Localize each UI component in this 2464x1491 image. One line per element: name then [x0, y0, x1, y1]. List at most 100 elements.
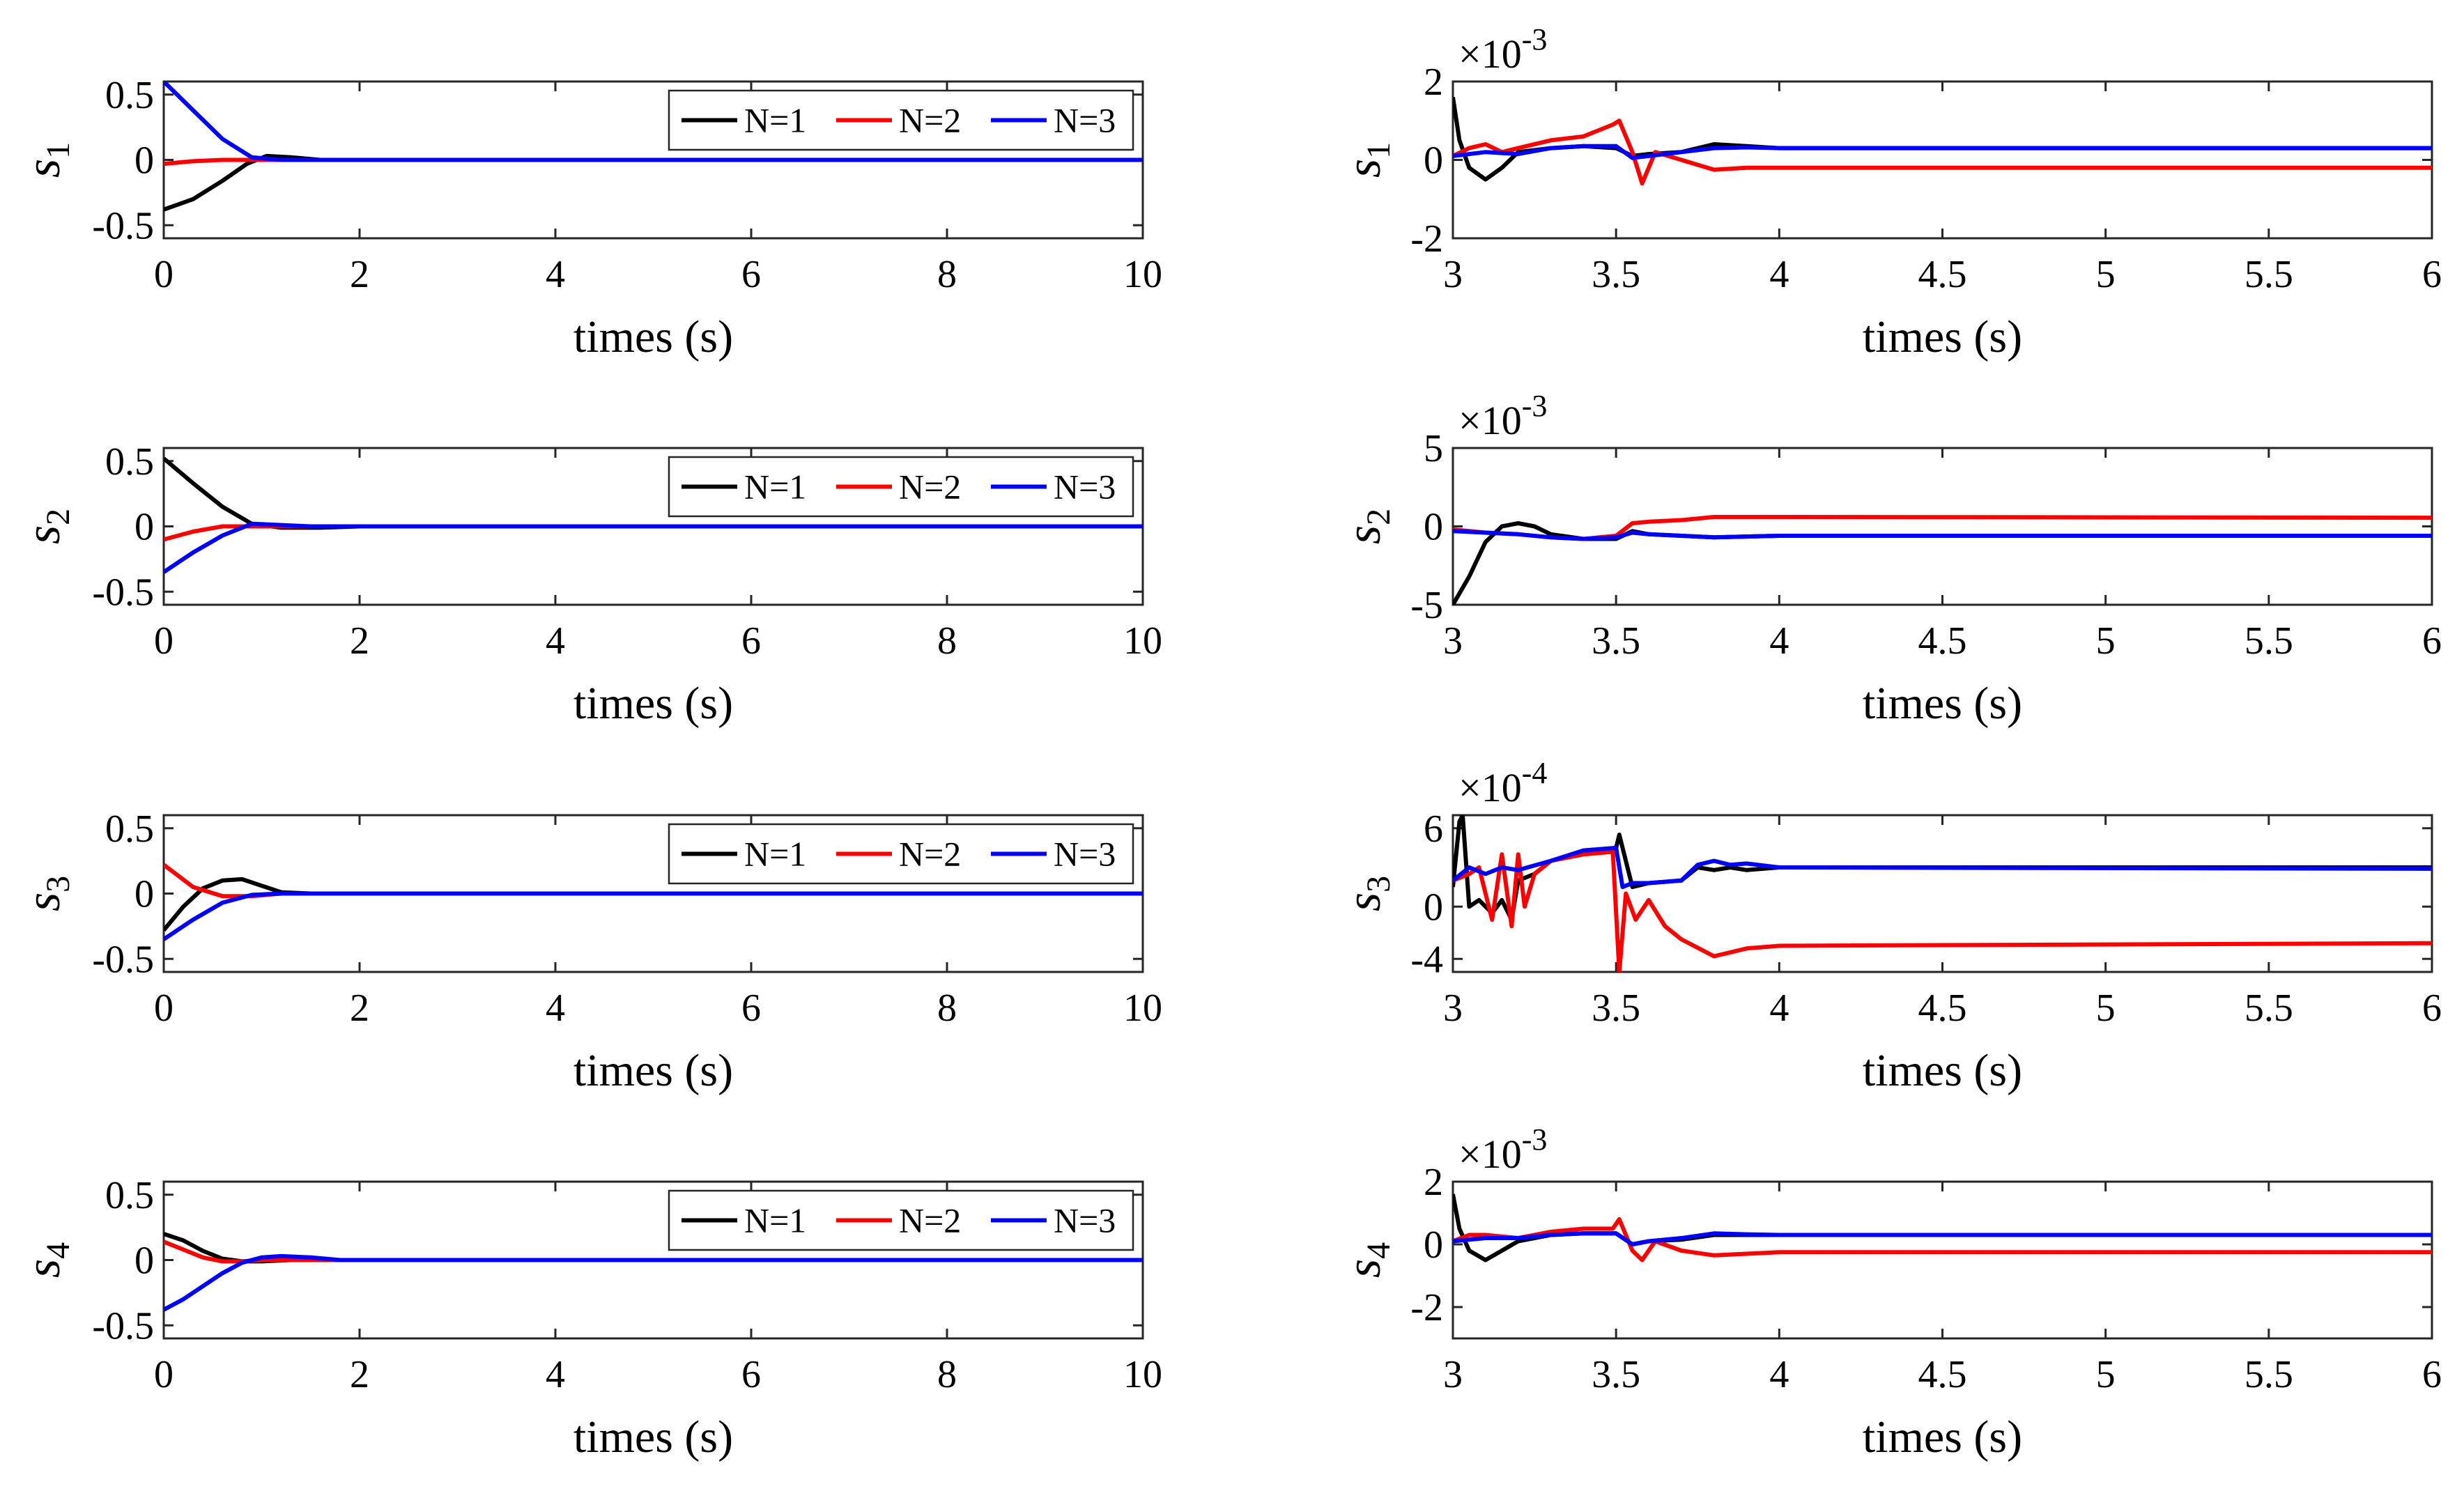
legend-box: [668, 1189, 1134, 1251]
x-tick-label: 8: [937, 987, 957, 1030]
x-tick-label: 6: [2422, 253, 2442, 296]
legend: N=1 N=2 N=3: [668, 823, 1134, 885]
y-tick-label: 2: [1424, 61, 1443, 104]
x-tick-label: 4: [546, 1353, 565, 1396]
y-tick-label: 0: [134, 506, 154, 549]
y-tick-label: -2: [1410, 1286, 1443, 1329]
legend: N=1 N=2 N=3: [668, 89, 1134, 151]
legend-box: [668, 89, 1134, 151]
x-tick-label: 10: [1123, 619, 1162, 663]
y-tick-label: 5: [1424, 427, 1443, 470]
x-axis-title: times (s): [1863, 1045, 2022, 1096]
axes-frame: [1452, 80, 2433, 240]
series-line-N=2: [1453, 849, 2432, 972]
series-group: [164, 82, 1143, 212]
series-group: [1453, 515, 2432, 605]
y-axis-label: s1: [17, 142, 77, 178]
series-line-N=3: [164, 521, 1143, 574]
y-tick-label: -4: [1410, 938, 1443, 981]
y-tick-label: 6: [1424, 808, 1443, 851]
x-tick-label: 4: [546, 987, 565, 1030]
x-tick-label: 4.5: [1918, 1353, 1967, 1396]
x-tick-label: 4.5: [1918, 253, 1967, 296]
legend-entry: N=2: [899, 835, 961, 874]
x-tick-label: 3: [1443, 987, 1463, 1030]
subplot-right-2: 3 3.5 4 4.5 5 5.5 6 -5 0 5 times (s) s2 ×10-3: [1337, 389, 2442, 729]
x-tick-label: 5.5: [2244, 619, 2293, 663]
x-tick-label: 10: [1123, 1353, 1162, 1396]
x-tick-label: 3: [1443, 253, 1463, 296]
y-tick-label: -5: [1410, 584, 1443, 627]
x-tick-label: 2: [350, 987, 369, 1030]
x-tick-label: 4: [546, 253, 565, 296]
series-line-N=3: [164, 82, 1143, 162]
legend-entry: N=3: [1054, 835, 1116, 874]
y-axis-label: s2: [17, 509, 77, 544]
x-tick-label: 5: [2096, 987, 2116, 1030]
x-tick-label: 6: [2422, 1353, 2442, 1396]
axes-frame: [1452, 1180, 2433, 1340]
exponent-label: ×10-4: [1458, 756, 1547, 810]
x-axis-title: times (s): [1863, 678, 2022, 729]
y-tick-label: 0.5: [105, 1174, 154, 1217]
x-tick-label: 2: [350, 253, 369, 296]
y-axis-label: s3: [1337, 876, 1397, 911]
y-tick-label: -0.5: [92, 571, 154, 614]
x-tick-label: 3.5: [1592, 253, 1640, 296]
x-axis-title: times (s): [1863, 311, 2022, 362]
y-tick-label: -0.5: [92, 204, 154, 247]
y-tick-label: 0: [134, 873, 154, 916]
x-tick-label: 0: [154, 253, 174, 296]
y-tick-label: 0.5: [105, 808, 154, 851]
series-group: [1453, 97, 2432, 186]
x-tick-label: 4: [1769, 253, 1789, 296]
y-tick-label: 0.5: [105, 440, 154, 484]
x-tick-label: 5.5: [2244, 1353, 2293, 1396]
x-tick-label: 3.5: [1592, 619, 1640, 663]
x-axis-title: times (s): [1863, 1412, 2022, 1462]
x-tick-label: 4: [1769, 1353, 1789, 1396]
exponent-label: ×10-3: [1458, 1122, 1547, 1177]
subplot-right-1: 3 3.5 4 4.5 5 5.5 6 -2 0 2 times (s) s1 ×10-3: [1337, 22, 2442, 362]
series-line-N=3: [164, 1253, 1143, 1312]
exponent-label: ×10-3: [1458, 389, 1547, 443]
series-line-N=3: [1453, 1231, 2432, 1246]
series-line-N=3: [164, 891, 1143, 941]
y-axis-label: s2: [1337, 509, 1397, 544]
legend-entry: N=1: [744, 101, 806, 140]
series-group: [164, 1232, 1143, 1312]
x-tick-label: 4: [1769, 619, 1789, 663]
exponent-label: ×10-3: [1458, 22, 1547, 77]
x-tick-label: 6: [2422, 619, 2442, 663]
y-tick-label: 0: [1424, 506, 1443, 549]
series-line-N=2: [1453, 118, 2432, 186]
x-tick-label: 3.5: [1592, 1353, 1640, 1396]
y-tick-label: 0: [134, 1239, 154, 1283]
series-line-N=3: [1453, 529, 2432, 541]
legend-entry: N=1: [744, 468, 806, 507]
x-axis-title: times (s): [573, 311, 733, 362]
legend-box: [668, 823, 1134, 885]
x-tick-label: 5.5: [2244, 253, 2293, 296]
y-tick-label: 0: [1424, 886, 1443, 929]
x-tick-label: 2: [350, 619, 369, 663]
legend-box: [668, 456, 1134, 518]
y-tick-label: 0: [1424, 1223, 1443, 1267]
x-tick-label: 3: [1443, 1353, 1463, 1396]
y-axis-label: s4: [17, 1242, 77, 1278]
legend-entry: N=1: [744, 1201, 806, 1240]
y-tick-label: -2: [1410, 217, 1443, 261]
y-tick-label: -0.5: [92, 938, 154, 981]
legend: N=1 N=2 N=3: [668, 1189, 1134, 1251]
series-group: [164, 456, 1143, 574]
legend-entry: N=1: [744, 835, 806, 874]
subplot-right-3: 3 3.5 4 4.5 5 5.5 6 -4 0 6 times (s) s3 ×10-4: [1337, 756, 2442, 1096]
x-tick-label: 6: [741, 253, 761, 296]
legend-entry: N=2: [899, 468, 961, 507]
x-axis-title: times (s): [573, 1412, 733, 1462]
